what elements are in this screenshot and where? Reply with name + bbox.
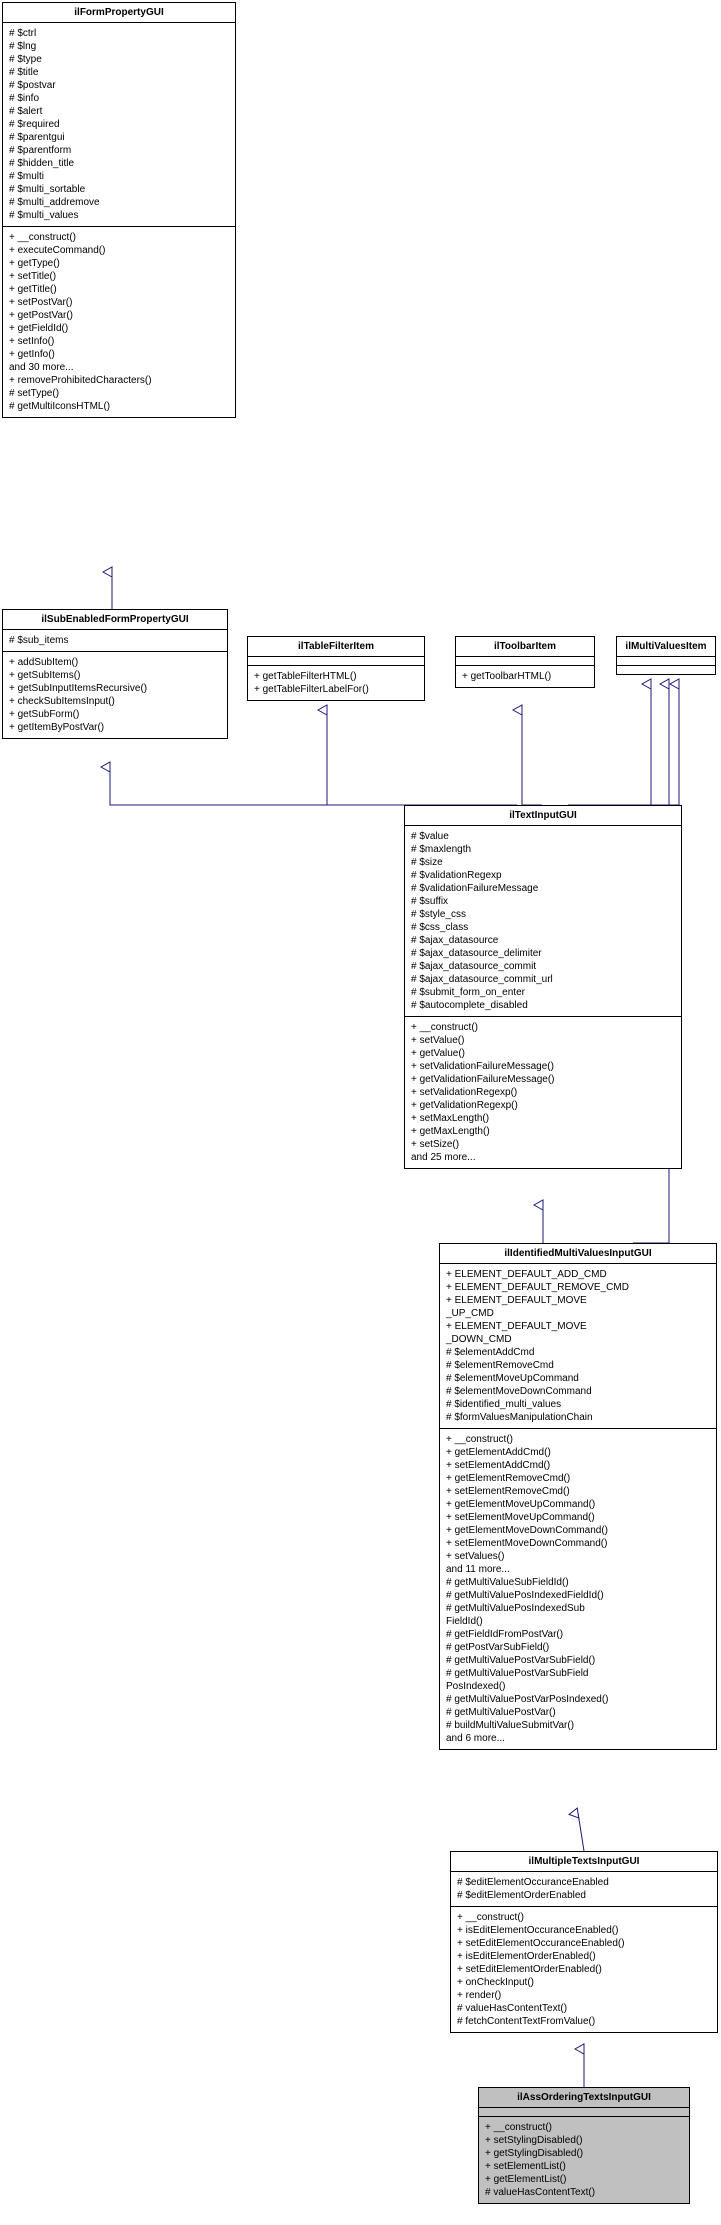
class-title: ilAssOrderingTextsInputGUI <box>479 2088 689 2108</box>
class-attrs: + ELEMENT_DEFAULT_ADD_CMD + ELEMENT_DEFA… <box>440 1264 716 1429</box>
class-ilTextInputGUI: ilTextInputGUI# $value # $maxlength # $s… <box>404 805 682 1169</box>
inheritance-edge <box>327 710 517 805</box>
class-methods: + __construct() + isEditElementOccurance… <box>451 1907 717 2032</box>
class-attrs <box>456 657 594 666</box>
inheritance-edge <box>578 1813 584 1851</box>
class-ilFormPropertyGUI: ilFormPropertyGUI# $ctrl # $lng # $type … <box>2 2 236 418</box>
class-attrs: # $value # $maxlength # $size # $validat… <box>405 826 681 1017</box>
class-attrs <box>479 2108 689 2117</box>
class-title: ilIdentifiedMultiValuesInputGUI <box>440 1244 716 1264</box>
class-ilAssOrderingTextsInputGUI: ilAssOrderingTextsInputGUI + __construct(… <box>478 2087 690 2204</box>
class-title: ilToolbarItem <box>456 637 594 657</box>
class-methods: + __construct() + getElementAddCmd() + s… <box>440 1429 716 1749</box>
class-ilTableFilterItem: ilTableFilterItem + getTableFilterHTML() … <box>247 636 425 701</box>
class-ilIdentifiedMultiValuesInputGUI: ilIdentifiedMultiValuesInputGUI+ ELEMENT… <box>439 1243 717 1750</box>
class-methods: + __construct() + setStylingDisabled() +… <box>479 2117 689 2203</box>
class-title: ilTableFilterItem <box>248 637 424 657</box>
class-attrs: # $sub_items <box>3 630 227 652</box>
class-ilMultipleTextsInputGUI: ilMultipleTextsInputGUI# $editElementOcc… <box>450 1851 718 2033</box>
class-attrs <box>617 657 715 666</box>
inheritance-edge <box>110 767 490 805</box>
class-attrs: # $ctrl # $lng # $type # $title # $postv… <box>3 23 235 227</box>
class-ilSubEnabledFormPropertyGUI: ilSubEnabledFormPropertyGUI# $sub_items+… <box>2 609 228 739</box>
inheritance-edge <box>594 684 679 805</box>
class-title: ilFormPropertyGUI <box>3 3 235 23</box>
class-attrs <box>248 657 424 666</box>
class-methods: + getToolbarHTML() <box>456 666 594 687</box>
class-methods: + __construct() + setValue() + getValue(… <box>405 1017 681 1168</box>
class-methods <box>617 666 715 674</box>
class-title: ilSubEnabledFormPropertyGUI <box>3 610 227 630</box>
inheritance-edge <box>568 684 651 805</box>
class-attrs: # $editElementOccuranceEnabled # $editEl… <box>451 1872 717 1907</box>
class-ilToolbarItem: ilToolbarItem + getToolbarHTML() <box>455 636 595 688</box>
class-ilMultiValuesItem: ilMultiValuesItem <box>616 636 716 675</box>
class-methods: + addSubItem() + getSubItems() + getSubI… <box>3 652 227 738</box>
class-methods: + getTableFilterHTML() + getTableFilterL… <box>248 666 424 700</box>
inheritance-edge <box>522 710 542 805</box>
class-methods: + __construct() + executeCommand() + get… <box>3 227 235 417</box>
class-title: ilTextInputGUI <box>405 806 681 826</box>
class-title: ilMultipleTextsInputGUI <box>451 1852 717 1872</box>
class-title: ilMultiValuesItem <box>617 637 715 657</box>
